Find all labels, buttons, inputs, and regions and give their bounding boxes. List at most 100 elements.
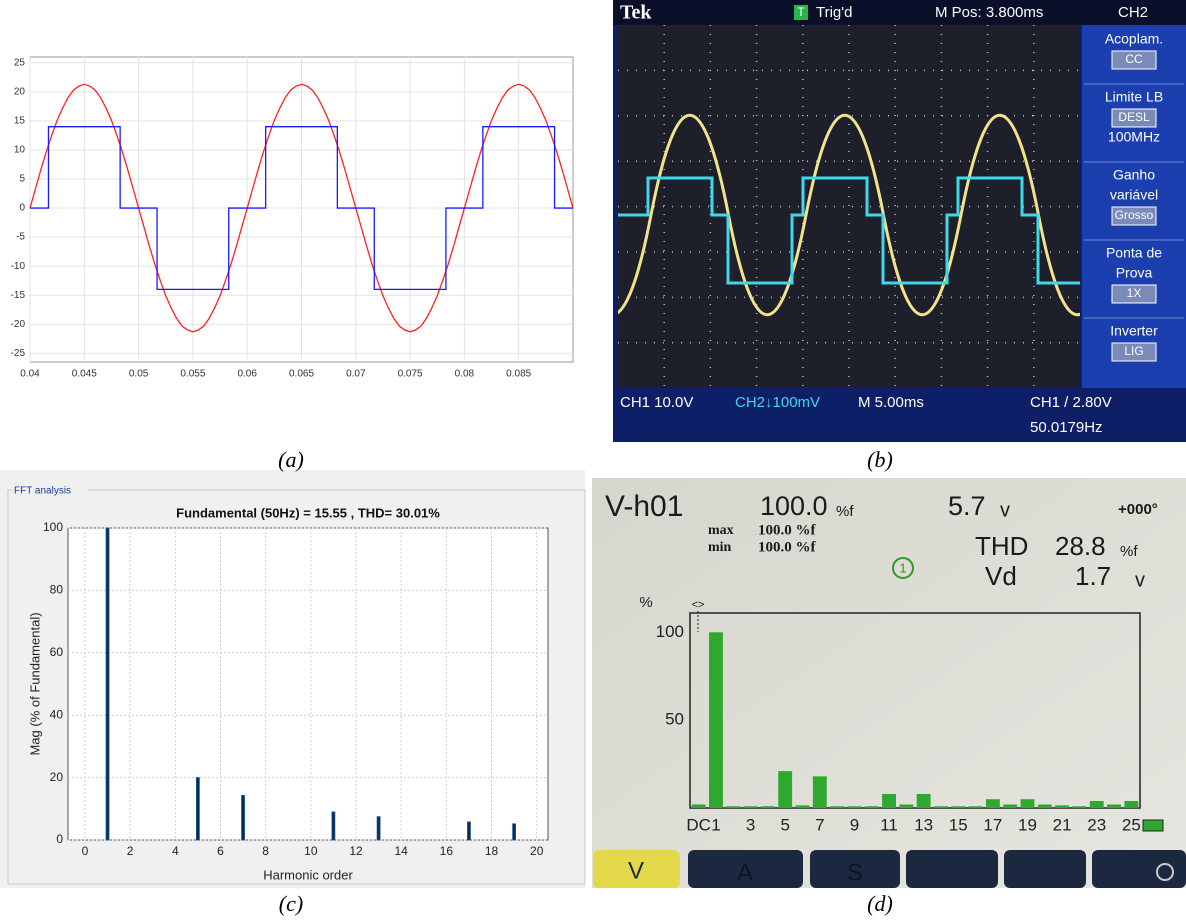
bar: [512, 823, 517, 841]
harmonic: V-h01: [605, 490, 683, 523]
bar: [795, 805, 810, 808]
x-tick-label: 12: [349, 844, 363, 858]
menu-value: LIG: [1124, 344, 1143, 358]
button[interactable]: [688, 850, 803, 888]
x-tick-label: 0.055: [180, 369, 205, 380]
scope-header: [613, 0, 1186, 25]
menu-label: Inverter: [1110, 323, 1158, 339]
button-label: V: [628, 857, 644, 884]
trigger-setting: CH1 / 2.80V: [1030, 394, 1112, 411]
x-tick-label: 16: [440, 844, 454, 858]
bar: [830, 806, 845, 808]
x-tick-label: 20: [530, 844, 544, 858]
bar: [1072, 806, 1087, 808]
channel-circle: [892, 557, 914, 579]
ch2-trace: [618, 176, 1080, 285]
volts: 5.7: [948, 491, 986, 521]
plot-area-c: [67, 527, 549, 841]
percent: 100.0: [760, 491, 828, 521]
bar: [709, 632, 723, 808]
bar: [899, 804, 914, 808]
x-tick-label: 13: [914, 815, 933, 834]
bar: [241, 794, 245, 841]
y-tick-label: 15: [14, 116, 26, 127]
x-tick-label: 19: [1018, 815, 1037, 834]
x-tick-label: 14: [394, 844, 408, 858]
battery: [1142, 819, 1164, 832]
min-value: 100.0 %f: [758, 539, 817, 555]
button[interactable]: [1092, 850, 1186, 888]
bar: [1003, 804, 1018, 808]
y-tick-label: 80: [50, 583, 64, 597]
button[interactable]: [906, 850, 998, 888]
bar: [1037, 804, 1052, 808]
x-tick-label: 25: [1122, 815, 1141, 834]
x-tick-label: 0.04: [20, 369, 40, 380]
x-tick-label: 18: [485, 844, 499, 858]
bar: [195, 777, 200, 841]
x-tick-label: 0.06: [237, 369, 257, 380]
x-tick-label: 23: [1087, 815, 1106, 834]
y-tick-label: 20: [14, 86, 26, 97]
trigger-marker: T: [797, 5, 805, 19]
x-tick-label: 0.045: [72, 369, 97, 380]
vd-value: 1.7: [1075, 561, 1111, 591]
bar: [743, 806, 758, 808]
vd-unit: v: [1135, 569, 1145, 591]
menu-value: 1X: [1127, 286, 1142, 300]
bar: [760, 806, 775, 808]
y-tick-label: 0: [56, 832, 63, 846]
y-tick-label: 50: [665, 710, 684, 729]
x-tick-label: 11: [880, 815, 898, 834]
x-tick-label: 7: [815, 815, 824, 834]
menu-label: Ganho: [1113, 167, 1155, 183]
x-tick-label: 0: [82, 844, 89, 858]
ch2-scale: CH2↓100mV: [735, 394, 820, 411]
bar: [778, 771, 793, 808]
button[interactable]: [1004, 850, 1086, 888]
panel-title: FFT analysis: [14, 486, 71, 497]
x-tick-label: 4: [172, 844, 179, 858]
group-box: [7, 489, 586, 885]
trigger-status: Trig'd: [816, 4, 852, 21]
meter-plot: [689, 612, 1141, 809]
y-tick-label: 40: [50, 707, 64, 721]
y-tick-label: -20: [11, 319, 26, 330]
chart-title: Fundamental (50Hz) = 15.55 , THD= 30.01%: [176, 505, 440, 520]
phase: +000°: [1118, 501, 1158, 518]
x-tick-label: 6: [217, 844, 224, 858]
button-label: S: [847, 859, 863, 886]
x-tick-label: 15: [949, 815, 968, 834]
menu-label: Ponta de: [1106, 245, 1162, 261]
bar: [331, 811, 336, 841]
y-tick-label: 5: [19, 174, 25, 185]
thd-value: 28.8: [1055, 531, 1106, 561]
x-tick-label: DC: [686, 815, 711, 834]
bar: [1124, 800, 1139, 808]
y-axis-label: Mag (% of Fundamental): [27, 612, 42, 755]
button[interactable]: [593, 850, 680, 888]
menu-value-box: [1111, 206, 1157, 226]
bar: [985, 799, 1000, 808]
x-tick-label: 0.05: [129, 369, 149, 380]
button-icon: [1156, 863, 1174, 881]
bar: [934, 806, 948, 808]
y-tick-label: 20: [50, 770, 64, 784]
menu-label: Prova: [1116, 265, 1153, 281]
button[interactable]: [810, 850, 900, 888]
x-tick-label: 1: [711, 815, 720, 834]
cursor: <>: [692, 599, 705, 611]
scope-screen: [618, 25, 1080, 388]
x-tick-label: 9: [850, 815, 859, 834]
bar: [376, 816, 381, 841]
timebase: M 5.00ms: [858, 394, 924, 411]
x-tick-label: 17: [983, 815, 1002, 834]
bar: [1020, 799, 1035, 808]
menu-label: Limite LB: [1105, 89, 1163, 105]
trigger-box: [794, 5, 808, 20]
menu-label: Acoplam.: [1105, 31, 1163, 47]
bar: [1107, 804, 1121, 808]
x-tick-label: 3: [746, 815, 755, 834]
y-tick-label: -25: [11, 348, 26, 359]
menu-value-box: [1111, 342, 1157, 362]
